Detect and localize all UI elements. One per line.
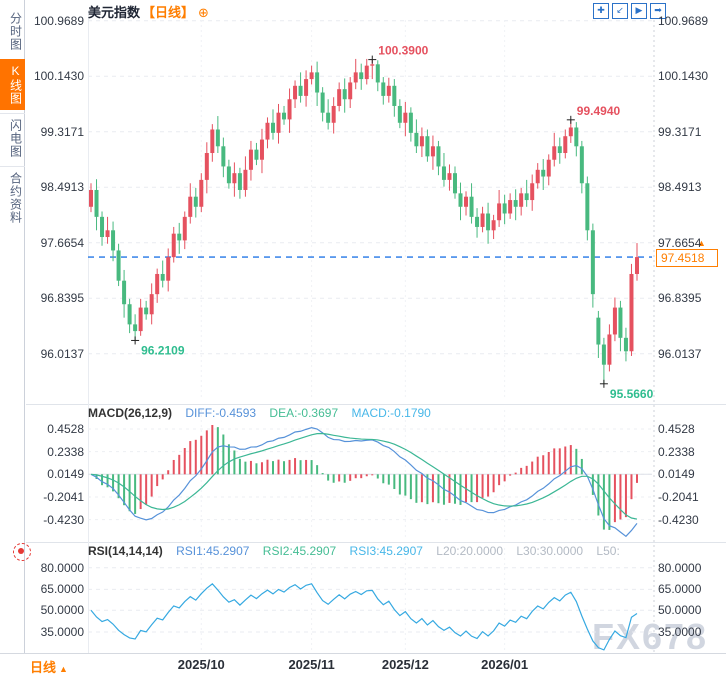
alert-sun-icon[interactable] [13, 543, 31, 561]
play-scale-icon[interactable]: ▶ [631, 3, 647, 19]
rsi2-value: RSI2:45.2907 [262, 544, 337, 558]
symbol-name: 美元指数 [88, 5, 141, 20]
y-axis-label-macd-right: 0.4528 [658, 422, 695, 436]
y-axis-label-rsi-left: 50.0000 [40, 603, 84, 618]
time-axis-bar [0, 653, 726, 677]
add-indicator-icon[interactable]: ⊕ [198, 5, 209, 20]
y-axis-label-main-left: 100.9689 [33, 13, 84, 28]
y-axis-label-main-right: 96.0137 [658, 346, 702, 361]
rsi3-value: RSI3:45.2907 [349, 544, 423, 558]
x-axis-label: 2026/01 [481, 657, 529, 672]
y-axis-label-macd-left: 0.0149 [47, 467, 84, 482]
rsi-l20-value: L20:20.0000 [436, 544, 503, 558]
y-axis-label-macd-right: -0.4230 [658, 512, 699, 527]
sidebar-tab-kline[interactable]: K线图 [0, 59, 25, 110]
y-axis-label-rsi-right: 50.0000 [658, 603, 702, 618]
period-selector-label: 日线 [30, 660, 57, 675]
y-axis-label-macd-left: -0.2041 [43, 489, 84, 504]
y-axis-label-main-left: 97.6654 [40, 235, 84, 250]
svg-text:95.5660: 95.5660 [610, 387, 654, 401]
y-axis-label-main-right: 97.6654 [658, 235, 702, 250]
svg-text:100.3900: 100.3900 [378, 44, 428, 58]
x-axis-label: 2025/11 [288, 657, 335, 672]
period-selector[interactable]: 日线 ▲ [30, 657, 68, 676]
rsi-l50-value: L50: [596, 544, 620, 558]
y-axis-label-macd-left: -0.4230 [43, 512, 84, 527]
sidebar-tab-lightning[interactable]: 闪电图 [0, 113, 25, 163]
x-axis-label: 2025/10 [177, 657, 225, 672]
candlestick-series [89, 58, 639, 384]
macd-series [88, 425, 652, 538]
y-axis-label-rsi-right: 35.0000 [658, 624, 702, 639]
macd-dea-value: DEA:-0.3697 [269, 406, 339, 420]
price-up-arrow-icon: ▲ [697, 238, 706, 248]
chart-title: 美元指数 【日线】 ⊕ [88, 2, 209, 21]
y-axis-label-main-left: 96.8395 [40, 291, 84, 306]
price-annotations: 100.3900 99.4940 96.2109 95.5660 [131, 44, 654, 401]
y-axis-label-main-right: 100.1430 [658, 69, 709, 84]
svg-text:99.4940: 99.4940 [577, 104, 621, 118]
macd-header: MACD(26,12,9) DIFF:-0.4593 DEA:-0.3697 M… [88, 406, 431, 420]
macd-title: MACD(26,12,9) [88, 406, 173, 420]
y-axis-label-macd-right: 0.0149 [658, 467, 695, 482]
chart-toolbar: ✚ ↙ ▶ ➡ [593, 3, 666, 19]
sidebar-tab-timeline[interactable]: 分时图 [8, 12, 23, 51]
y-axis-label-rsi-left: 35.0000 [40, 624, 84, 639]
svg-text:96.2109: 96.2109 [141, 343, 185, 357]
period-tag[interactable]: 【日线】 [142, 5, 195, 20]
y-axis-label-rsi-left: 65.0000 [40, 582, 84, 597]
rsi1-value: RSI1:45.2907 [176, 544, 250, 558]
period-up-arrow-icon: ▲ [59, 664, 68, 674]
y-axis-label-rsi-right: 80.0000 [658, 560, 702, 575]
y-axis-label-main-left: 98.4913 [40, 180, 84, 195]
y-axis-label-main-right: 96.8395 [658, 291, 702, 306]
y-axis-label-macd-right: 0.2338 [658, 444, 695, 459]
exit-chart-icon[interactable]: ➡ [650, 3, 666, 19]
rsi-title: RSI(14,14,14) [88, 544, 163, 558]
rsi-l30-value: L30:30.0000 [516, 544, 584, 558]
rsi-header: RSI(14,14,14) RSI1:45.2907 RSI2:45.2907 … [88, 544, 620, 558]
x-axis-label: 2025/12 [381, 657, 429, 672]
macd-diff-value: DIFF:-0.4593 [185, 406, 257, 420]
y-axis-label-main-right: 100.9689 [658, 13, 709, 28]
y-axis-label-macd-left: 0.2338 [47, 444, 84, 459]
crosshair-icon[interactable]: ✚ [593, 3, 609, 19]
y-axis-label-macd-right: -0.2041 [658, 489, 699, 504]
zoom-area-icon[interactable]: ↙ [612, 3, 628, 19]
rsi-series [90, 583, 638, 651]
sidebar-tab-contract-info[interactable]: 合约资料 [0, 166, 25, 229]
panel-borders [26, 10, 726, 653]
y-axis-label-main-left: 100.1430 [33, 69, 84, 84]
y-axis-label-rsi-right: 65.0000 [658, 582, 702, 597]
y-axis-label-main-left: 96.0137 [40, 346, 84, 361]
y-axis-label-main-right: 98.4913 [658, 180, 702, 195]
y-axis-label-rsi-left: 80.0000 [40, 560, 84, 575]
y-axis-label-main-left: 99.3171 [40, 124, 84, 139]
current-price-badge: 97.4518 [656, 249, 718, 267]
y-axis-label-main-right: 99.3171 [658, 124, 702, 139]
y-axis-label-macd-left: 0.4528 [47, 422, 84, 436]
macd-macd-value: MACD:-0.1790 [351, 406, 431, 420]
